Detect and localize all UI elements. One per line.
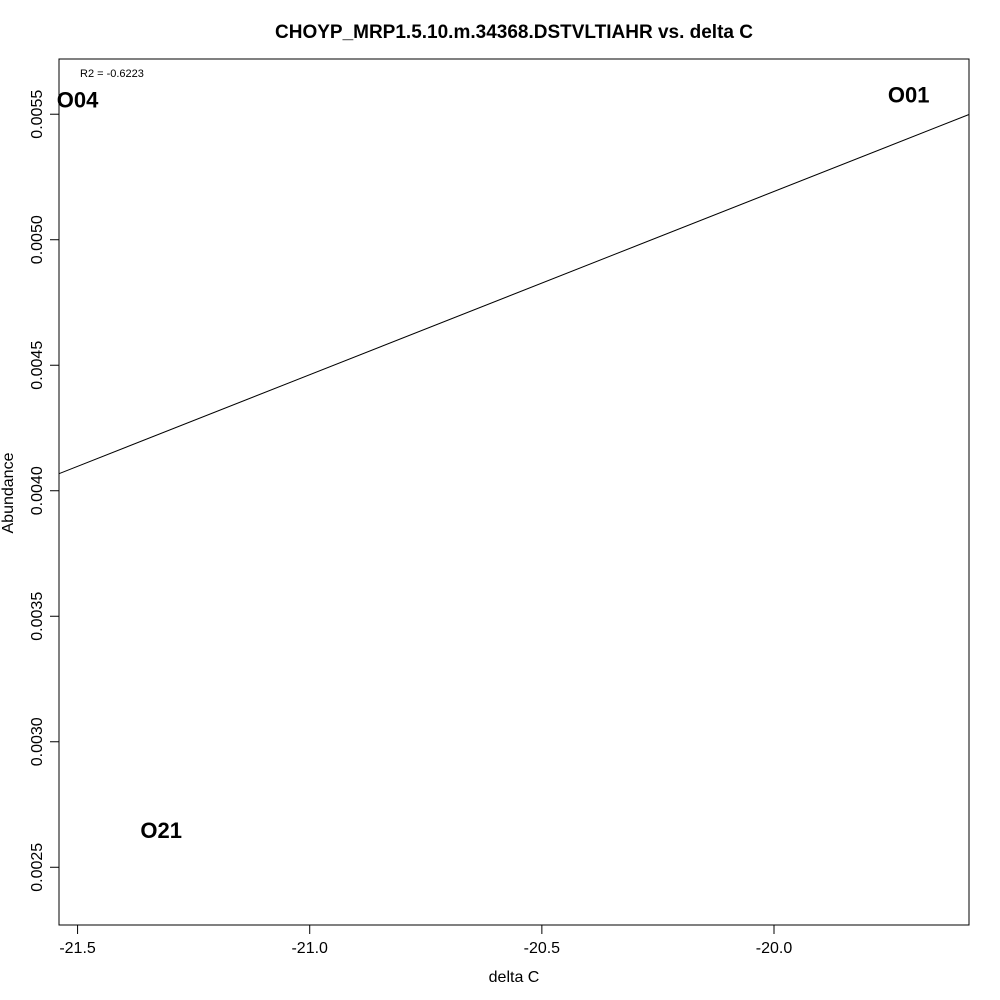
y-tick-label: 0.0050 <box>29 215 46 264</box>
y-tick-label: 0.0030 <box>29 717 46 766</box>
data-point-label: O01 <box>888 82 930 107</box>
y-tick-label: 0.0040 <box>29 466 46 515</box>
r2-annotation: R2 = -0.6223 <box>80 68 144 80</box>
x-tick-label: -20.0 <box>756 940 793 957</box>
x-axis: -21.5 -21.0 -20.5 -20.0 <box>59 924 793 957</box>
x-tick-label: -21.5 <box>59 940 96 957</box>
data-point-label: O21 <box>140 818 182 843</box>
y-tick-label: 0.0025 <box>29 843 46 892</box>
x-axis-title: delta C <box>489 969 540 986</box>
x-tick-label: -20.5 <box>524 940 561 957</box>
y-axis-title: Abundance <box>0 452 17 533</box>
data-point-label: O04 <box>57 87 99 112</box>
y-axis: 0.0025 0.0030 0.0035 0.0040 0.0045 0.0050 0.00… <box>29 90 60 892</box>
y-tick-label: 0.0055 <box>29 90 46 139</box>
x-tick-label: -21.0 <box>291 940 328 957</box>
chart-title: CHOYP_MRP1.5.10.m.34368.DSTVLTIAHR vs. d… <box>275 22 753 43</box>
plot-frame <box>58 58 970 926</box>
point-labels: O04 O01 O21 <box>57 82 930 842</box>
y-tick-label: 0.0045 <box>29 341 46 390</box>
y-tick-label: 0.0035 <box>29 592 46 641</box>
regression-line <box>58 114 970 475</box>
